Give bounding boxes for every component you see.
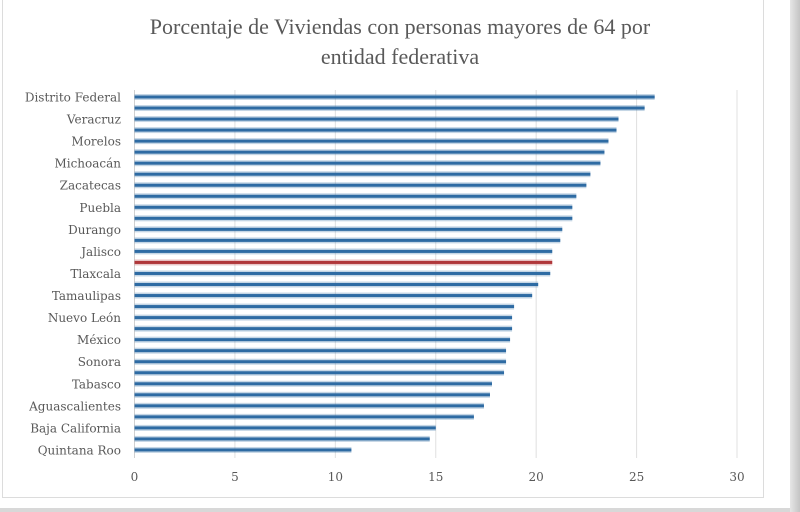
category-label: Tabasco bbox=[72, 377, 121, 391]
category-labels: Distrito Federal Veracruz Morelos Michoacán… bbox=[25, 91, 121, 458]
x-tick-labels: 0 5 10 15 20 25 30 bbox=[131, 470, 745, 484]
bar bbox=[134, 393, 490, 397]
bar bbox=[134, 183, 587, 187]
category-label: Morelos bbox=[71, 135, 121, 149]
category-label: Puebla bbox=[79, 201, 121, 215]
bar bbox=[134, 316, 513, 320]
category-label: Nuevo León bbox=[48, 311, 121, 325]
x-tick-label: 0 bbox=[131, 470, 139, 484]
bar bbox=[134, 106, 645, 110]
bar bbox=[134, 283, 539, 287]
bar bbox=[134, 382, 492, 386]
bar-highlight bbox=[134, 260, 553, 264]
bar bbox=[134, 216, 573, 220]
bar bbox=[134, 238, 561, 242]
category-label: México bbox=[77, 333, 121, 347]
bar bbox=[134, 305, 515, 309]
bar bbox=[134, 161, 601, 165]
category-label: Tamaulipas bbox=[52, 289, 121, 303]
x-tick-label: 5 bbox=[231, 470, 239, 484]
category-label: Aguascalientes bbox=[28, 399, 121, 413]
category-label: Distrito Federal bbox=[25, 91, 121, 105]
bar bbox=[134, 448, 352, 452]
bar bbox=[134, 172, 591, 176]
bar bbox=[134, 437, 430, 441]
x-tick-label: 15 bbox=[428, 470, 443, 484]
category-label: Tlaxcala bbox=[70, 267, 121, 281]
x-tick-label: 10 bbox=[328, 470, 343, 484]
bar bbox=[134, 404, 484, 408]
category-label: Sonora bbox=[78, 355, 121, 369]
x-tick-label: 20 bbox=[529, 470, 544, 484]
bar bbox=[134, 294, 533, 298]
bar bbox=[134, 128, 617, 132]
bar bbox=[134, 95, 655, 99]
bar bbox=[134, 139, 609, 143]
bar bbox=[134, 360, 507, 364]
bar bbox=[134, 271, 551, 275]
window-shadow-bottom bbox=[0, 508, 790, 512]
chart-title-line-1: Porcentaje de Viviendas con personas may… bbox=[149, 14, 651, 39]
bar bbox=[134, 426, 436, 430]
category-label: Quintana Roo bbox=[38, 443, 121, 457]
category-label: Michoacán bbox=[54, 157, 121, 171]
bar bbox=[134, 415, 474, 419]
x-tick-label: 25 bbox=[629, 470, 644, 484]
category-label: Veracruz bbox=[66, 113, 121, 127]
bar bbox=[134, 249, 553, 253]
bar bbox=[134, 327, 513, 331]
bar bbox=[134, 194, 577, 198]
category-label: Jalisco bbox=[79, 245, 121, 259]
bars bbox=[134, 94, 655, 453]
bar bbox=[134, 227, 563, 231]
bar bbox=[134, 205, 573, 209]
bar bbox=[134, 371, 505, 375]
x-tick-label: 30 bbox=[729, 470, 744, 484]
category-label: Durango bbox=[68, 223, 121, 237]
window-shadow-right bbox=[790, 0, 800, 512]
chart-title: Porcentaje de Viviendas con personas may… bbox=[0, 12, 800, 72]
bar bbox=[134, 338, 511, 342]
chart-title-line-2: entidad federativa bbox=[320, 44, 480, 69]
bar bbox=[134, 349, 507, 353]
bar bbox=[134, 150, 605, 154]
category-label: Zacatecas bbox=[60, 179, 121, 193]
bar bbox=[134, 117, 619, 121]
category-label: Baja California bbox=[30, 421, 121, 435]
